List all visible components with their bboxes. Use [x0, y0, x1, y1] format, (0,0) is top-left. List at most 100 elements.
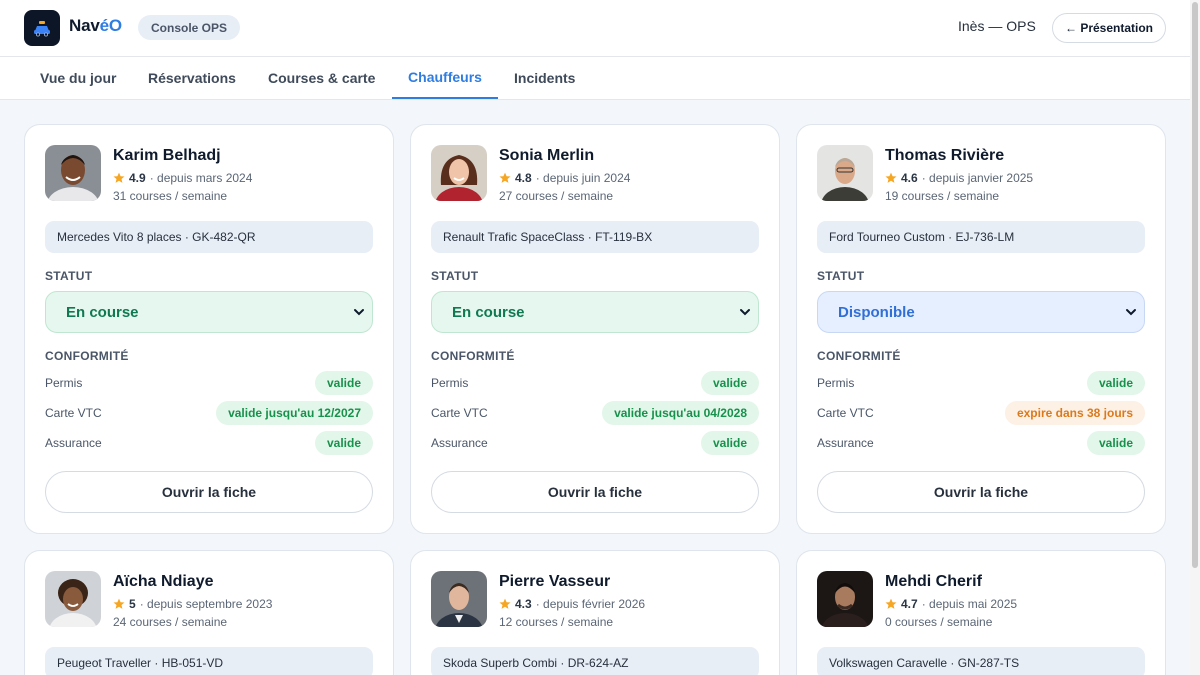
- tab-reservations[interactable]: Réservations: [148, 70, 236, 86]
- driver-avatar: [431, 571, 487, 627]
- weekly-rides: 12 courses / semaine: [499, 615, 614, 629]
- open-profile-button[interactable]: Ouvrir la fiche: [817, 471, 1145, 513]
- compliance-label: CONFORMITÉ: [45, 349, 129, 363]
- driver-card: Aïcha Ndiaye 5 · depuis septembre 2023 2…: [24, 550, 394, 675]
- chevron-down-icon: [354, 309, 364, 316]
- driver-avatar: [431, 145, 487, 201]
- vehicle-info: Volkswagen Caravelle · GN-287-TS: [817, 647, 1145, 675]
- rating-value: 5: [129, 597, 136, 611]
- tab-vue-du-jour[interactable]: Vue du jour: [40, 70, 117, 86]
- compliance-item-label: Assurance: [817, 436, 874, 450]
- star-icon: [885, 598, 897, 609]
- status-badge: expire dans 38 jours: [1004, 401, 1145, 425]
- weekly-rides: 0 courses / semaine: [885, 615, 993, 629]
- console-badge: Console OPS: [138, 15, 241, 40]
- compliance-item-label: Carte VTC: [817, 406, 874, 420]
- weekly-rides: 24 courses / semaine: [113, 615, 228, 629]
- brand-prefix: Nav: [69, 16, 100, 35]
- compliance-item-label: Carte VTC: [45, 406, 102, 420]
- driver-name: Aïcha Ndiaye: [113, 573, 214, 590]
- status-value: En course: [452, 303, 525, 321]
- compliance-row: Carte VTC valide jusqu'au 04/2028: [431, 401, 759, 425]
- rating-value: 4.9: [129, 171, 146, 185]
- compliance-row: Permis valide: [431, 371, 759, 395]
- chevron-down-icon: [740, 309, 750, 316]
- compliance-label: CONFORMITÉ: [817, 349, 901, 363]
- open-profile-button[interactable]: Ouvrir la fiche: [45, 471, 373, 513]
- status-label: STATUT: [45, 269, 93, 283]
- status-badge: valide: [700, 431, 759, 455]
- compliance-item-label: Carte VTC: [431, 406, 488, 420]
- status-select[interactable]: En course: [45, 291, 373, 333]
- compliance-item-label: Assurance: [45, 436, 102, 450]
- status-badge: valide jusqu'au 12/2027: [216, 401, 373, 425]
- compliance-item-label: Permis: [45, 376, 83, 390]
- app-logo[interactable]: [24, 10, 60, 46]
- vehicle-info: Mercedes Vito 8 places · GK-482-QR: [45, 221, 373, 253]
- vehicle-info: Skoda Superb Combi · DR-624-AZ: [431, 647, 759, 675]
- brand-name: NavéO: [69, 16, 122, 36]
- compliance-item-label: Assurance: [431, 436, 488, 450]
- weekly-rides: 31 courses / semaine: [113, 189, 228, 203]
- driver-card: Pierre Vasseur 4.3 · depuis février 2026…: [410, 550, 780, 675]
- star-icon: [113, 598, 125, 609]
- driver-rating: 4.3 · depuis février 2026: [499, 597, 645, 611]
- driver-name: Karim Belhadj: [113, 147, 221, 164]
- scrollbar-thumb[interactable]: [1192, 2, 1198, 568]
- weekly-rides: 27 courses / semaine: [499, 189, 614, 203]
- compliance-row: Carte VTC expire dans 38 jours: [817, 401, 1145, 425]
- status-badge: valide: [700, 371, 759, 395]
- driver-name: Sonia Merlin: [499, 147, 595, 164]
- open-profile-button[interactable]: Ouvrir la fiche: [431, 471, 759, 513]
- tab-courses-carte[interactable]: Courses & carte: [268, 70, 376, 86]
- rating-value: 4.6: [901, 171, 918, 185]
- brand-accent: éO: [99, 16, 122, 35]
- status-select[interactable]: Disponible: [817, 291, 1145, 333]
- driver-rating: 4.7 · depuis mai 2025: [885, 597, 1017, 611]
- chevron-down-icon: [1126, 309, 1136, 316]
- current-user: Inès — OPS: [958, 18, 1036, 34]
- status-badge: valide: [1086, 371, 1145, 395]
- vehicle-info: Renault Trafic SpaceClass · FT-119-BX: [431, 221, 759, 253]
- compliance-row: Assurance valide: [45, 431, 373, 455]
- driver-since: · depuis mars 2024: [149, 171, 253, 185]
- rating-value: 4.3: [515, 597, 532, 611]
- status-badge: valide jusqu'au 04/2028: [602, 401, 759, 425]
- status-value: Disponible: [838, 303, 915, 321]
- driver-name: Thomas Rivière: [885, 147, 1005, 164]
- driver-since: · depuis juin 2024: [535, 171, 631, 185]
- status-label: STATUT: [431, 269, 479, 283]
- driver-since: · depuis janvier 2025: [921, 171, 1034, 185]
- driver-rating: 5 · depuis septembre 2023: [113, 597, 272, 611]
- driver-since: · depuis septembre 2023: [139, 597, 273, 611]
- driver-rating: 4.8 · depuis juin 2024: [499, 171, 630, 185]
- status-select[interactable]: En course: [431, 291, 759, 333]
- rating-value: 4.8: [515, 171, 532, 185]
- driver-avatar: [45, 571, 101, 627]
- driver-rating: 4.6 · depuis janvier 2025: [885, 171, 1033, 185]
- compliance-item-label: Permis: [431, 376, 469, 390]
- star-icon: [885, 172, 897, 183]
- weekly-rides: 19 courses / semaine: [885, 189, 1000, 203]
- compliance-row: Permis valide: [817, 371, 1145, 395]
- presentation-button[interactable]: ← Présentation: [1052, 13, 1166, 43]
- main-tabs: Vue du jour Réservations Courses & carte…: [0, 57, 1190, 100]
- page-scrollbar[interactable]: [1190, 0, 1200, 675]
- status-badge: valide: [314, 371, 373, 395]
- status-badge: valide: [314, 431, 373, 455]
- compliance-item-label: Permis: [817, 376, 855, 390]
- compliance-row: Assurance valide: [431, 431, 759, 455]
- top-bar: NavéO Console OPS Inès — OPS ← Présentat…: [0, 0, 1190, 57]
- driver-since: · depuis février 2026: [535, 597, 646, 611]
- driver-rating: 4.9 · depuis mars 2024: [113, 171, 252, 185]
- driver-card: Thomas Rivière 4.6 · depuis janvier 2025…: [796, 124, 1166, 534]
- tab-chauffeurs[interactable]: Chauffeurs: [392, 57, 498, 99]
- car-icon: [34, 21, 50, 37]
- star-icon: [499, 598, 511, 609]
- vehicle-info: Peugeot Traveller · HB-051-VD: [45, 647, 373, 675]
- driver-avatar: [817, 145, 873, 201]
- status-value: En course: [66, 303, 139, 321]
- tab-incidents[interactable]: Incidents: [514, 70, 576, 86]
- compliance-label: CONFORMITÉ: [431, 349, 515, 363]
- driver-name: Pierre Vasseur: [499, 573, 611, 590]
